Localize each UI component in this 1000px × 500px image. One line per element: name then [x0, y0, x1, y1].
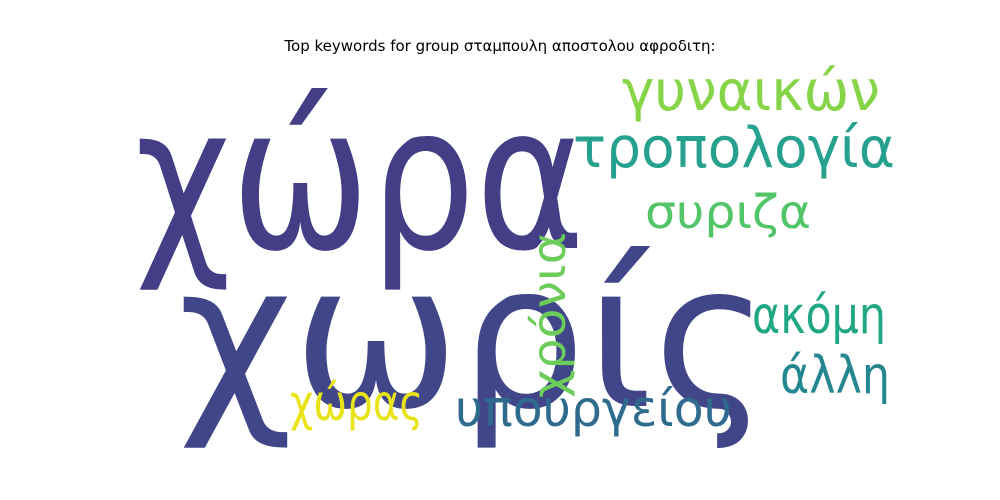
- word-6: χρόνια: [522, 232, 576, 398]
- word-2: χωρίς: [178, 221, 770, 454]
- word-10: υπουργείου: [455, 380, 732, 438]
- word-5: συριζα: [645, 185, 811, 239]
- word-4: τροπολογία: [573, 116, 895, 181]
- word-7: ακόμη: [752, 286, 886, 346]
- chart-title: Top keywords for group σταμπουλη αποστολ…: [284, 37, 716, 55]
- word-8: άλλη: [780, 346, 890, 406]
- word-1: χώρα: [135, 63, 585, 296]
- word-9: χώρας: [290, 374, 423, 432]
- word-3: γυναικών: [622, 59, 880, 124]
